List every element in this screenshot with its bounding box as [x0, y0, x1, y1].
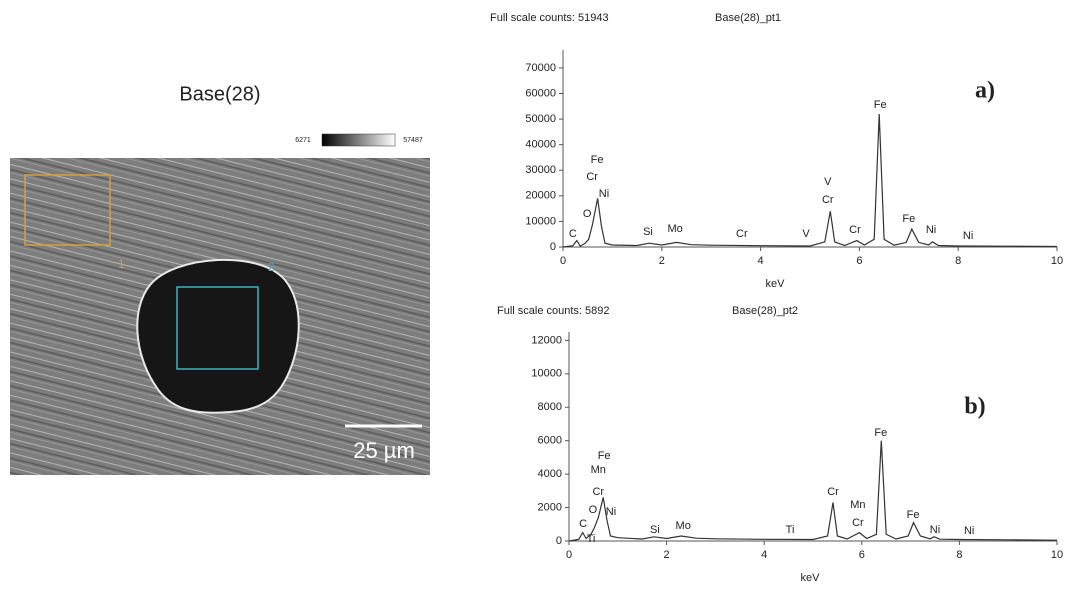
- peak-label: Fe: [598, 450, 611, 462]
- peak-label: Fe: [874, 427, 887, 439]
- region-label: 2: [268, 260, 275, 274]
- peak-label: Mn: [850, 499, 865, 511]
- peak-label: Fe: [902, 213, 915, 225]
- panel-label: b): [964, 394, 985, 420]
- colorbar-max: 57487: [403, 137, 423, 144]
- x-tick-label: 6: [859, 549, 865, 561]
- peak-label: Fe: [874, 99, 887, 111]
- y-tick-label: 0: [550, 241, 556, 253]
- spectrum-line: [562, 113, 1058, 248]
- panel-label: a): [975, 78, 995, 104]
- y-tick-label: 30000: [525, 164, 556, 176]
- x-tick-label: 10: [1051, 255, 1063, 267]
- x-tick-label: 6: [856, 255, 862, 267]
- peak-label: Ni: [606, 506, 616, 518]
- peak-label: Cr: [736, 228, 748, 240]
- peak-label: Ni: [963, 230, 973, 242]
- peak-label: Mn: [591, 464, 606, 476]
- peak-label: Ti: [587, 533, 596, 545]
- header-spectrum: Base(28)_pt2: [732, 305, 798, 317]
- y-tick-label: 50000: [525, 113, 556, 125]
- y-tick-label: 2000: [538, 501, 562, 513]
- header-counts: Full scale counts: 5892: [497, 305, 610, 317]
- peak-label: Cr: [586, 171, 598, 183]
- x-tick-label: 8: [956, 549, 962, 561]
- x-tick-label: 4: [761, 549, 767, 561]
- x-tick-label: 0: [566, 549, 572, 561]
- peak-label: O: [583, 208, 592, 220]
- y-tick-label: 4000: [538, 468, 562, 480]
- y-tick-label: 0: [556, 535, 562, 547]
- peak-label: Ni: [964, 525, 974, 537]
- peak-label: V: [824, 176, 832, 188]
- colorbar: [321, 133, 396, 147]
- peak-label: Mo: [667, 223, 682, 235]
- y-tick-label: 12000: [531, 334, 562, 346]
- x-tick-label: 4: [758, 255, 764, 267]
- peak-label: Fe: [907, 509, 920, 521]
- peak-label: C: [569, 228, 577, 240]
- x-axis-label: keV: [801, 572, 821, 584]
- x-tick-label: 2: [659, 255, 665, 267]
- peak-label: Ti: [786, 524, 795, 536]
- peak-label: Cr: [822, 194, 834, 206]
- y-tick-label: 8000: [538, 401, 562, 413]
- header-counts: Full scale counts: 51943: [490, 12, 609, 24]
- y-tick-label: 60000: [525, 87, 556, 99]
- x-tick-label: 2: [664, 549, 670, 561]
- peak-label: Mo: [676, 520, 691, 532]
- peak-label: Si: [643, 226, 653, 238]
- peak-label: Cr: [849, 224, 861, 236]
- spectrum-line: [568, 440, 1058, 542]
- peak-label: Ni: [930, 524, 940, 536]
- peak-label: Cr: [827, 486, 839, 498]
- x-axis-label: keV: [766, 278, 786, 290]
- y-tick-label: 40000: [525, 139, 556, 151]
- y-tick-label: 6000: [538, 435, 562, 447]
- colorbar-min: 6271: [295, 137, 311, 144]
- peak-label: Cr: [592, 486, 604, 498]
- peak-label: Fe: [591, 154, 604, 166]
- peak-label: C: [579, 518, 587, 530]
- y-tick-label: 20000: [525, 190, 556, 202]
- peak-label: Si: [650, 524, 660, 536]
- peak-label: Ni: [599, 188, 609, 200]
- peak-label: Ni: [926, 224, 936, 236]
- x-tick-label: 10: [1051, 549, 1063, 561]
- x-tick-label: 8: [955, 255, 961, 267]
- y-tick-label: 10000: [525, 215, 556, 227]
- peak-label: Cr: [852, 517, 864, 529]
- peak-label: V: [802, 228, 810, 240]
- peak-label: O: [589, 504, 598, 516]
- header-spectrum: Base(28)_pt1: [715, 12, 781, 24]
- x-tick-label: 0: [560, 255, 566, 267]
- scale-bar-label: 25 µm: [353, 438, 415, 463]
- image-title: Base(28): [179, 83, 260, 105]
- region-label: 1: [118, 257, 125, 271]
- sem-image: [10, 158, 430, 475]
- y-tick-label: 10000: [531, 368, 562, 380]
- y-tick-label: 70000: [525, 62, 556, 74]
